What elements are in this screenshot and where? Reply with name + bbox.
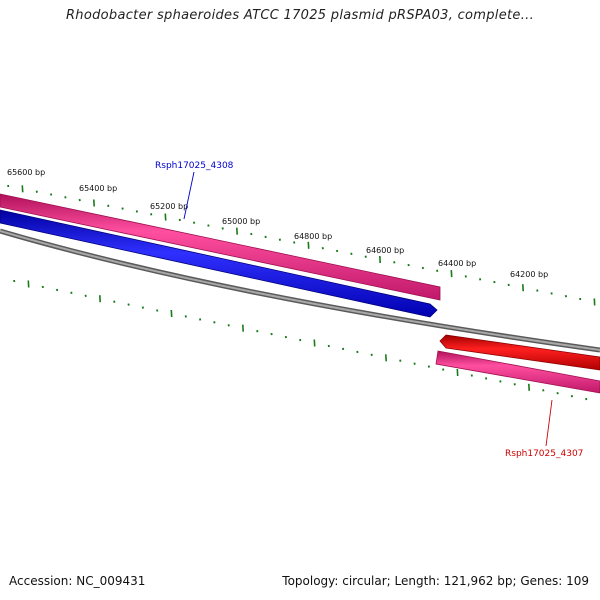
tick-label: 64200 bp xyxy=(510,270,548,279)
accession-label: Accession: NC_009431 xyxy=(9,574,146,588)
gene-arrow-rsph17025-4308[interactable] xyxy=(0,209,438,318)
plasmid-backbone xyxy=(0,228,600,353)
tick-label: 65400 bp xyxy=(79,184,117,193)
gene-label-leader-rsph17025-4308 xyxy=(183,171,195,220)
gene-arrow-rsph17025-4307[interactable] xyxy=(439,334,600,371)
map-title: Rhodobacter sphaeroides ATCC 17025 plasm… xyxy=(65,8,535,23)
plasmid-backbone-highlight xyxy=(0,230,600,351)
tick-label: 65000 bp xyxy=(222,217,260,226)
gene-label-leader-rsph17025-4307 xyxy=(545,399,553,447)
tick-label: 64800 bp xyxy=(294,232,332,241)
tick-labels: 65600 bp 65400 bp 65200 bp 65000 bp 6480… xyxy=(7,168,548,279)
inner-tick-marks xyxy=(13,279,588,401)
cds-track-upper xyxy=(0,193,441,301)
tick-label: 65600 bp xyxy=(7,168,45,177)
outer-tick-marks xyxy=(7,184,596,306)
gene-label-rsph17025-4307[interactable]: Rsph17025_4307 xyxy=(505,449,583,459)
cds-track-lower xyxy=(435,350,600,394)
tick-label: 65200 bp xyxy=(150,202,188,211)
tick-label: 64600 bp xyxy=(366,246,404,255)
gene-label-rsph17025-4308[interactable]: Rsph17025_4308 xyxy=(155,161,234,171)
tick-label: 64400 bp xyxy=(438,259,476,268)
topology-summary: Topology: circular; Length: 121,962 bp; … xyxy=(282,574,589,588)
